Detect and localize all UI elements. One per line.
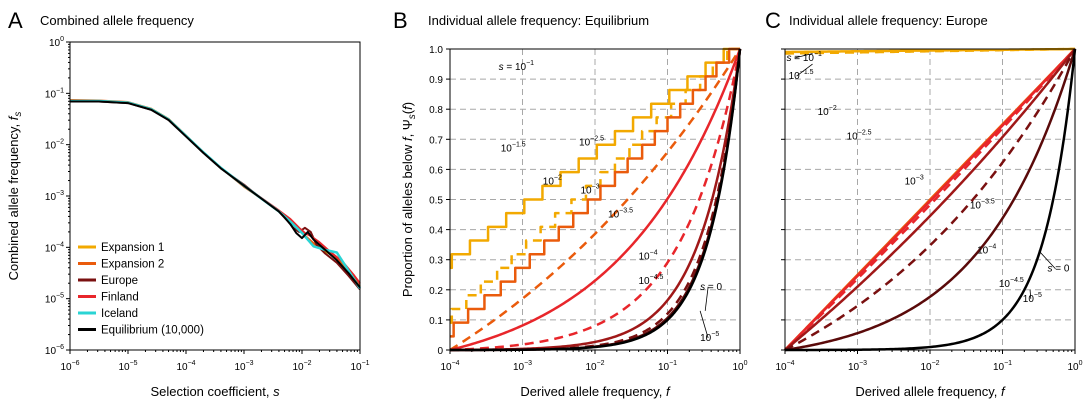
curve-annotation: s = 0 <box>1047 264 1069 275</box>
tick-label: 10−1 <box>45 87 64 100</box>
curve-annotation: 10−2.5 <box>847 129 872 142</box>
tick-label: 10−2 <box>292 360 311 373</box>
curve-annotation: 10−1.5 <box>789 69 814 82</box>
series-line <box>784 47 1076 55</box>
tick-label: 0.5 <box>429 196 443 207</box>
curve-annotation: 10−4 <box>639 250 658 263</box>
tick-label: 100 <box>732 360 747 373</box>
series-line <box>450 47 740 324</box>
annotation-leader <box>704 286 709 311</box>
curve-annotation: 10−1.5 <box>501 141 526 154</box>
curve-annotation: 10−2.5 <box>579 135 604 148</box>
curve-annotation: s = 0 <box>700 282 722 293</box>
curve-annotation: 10−4 <box>977 244 996 257</box>
tick-label: 10−3 <box>513 360 532 373</box>
legend-entry: Equilibrium (10,000) <box>101 325 204 337</box>
curve-annotation: 10−2 <box>543 174 562 187</box>
tick-label: 0.2 <box>429 286 443 297</box>
curve-annotation: 10−3.5 <box>970 199 995 212</box>
tick-label: 10−3 <box>45 190 64 203</box>
legend-entry: Expansion 1 <box>101 242 164 254</box>
panel-a: A Combined allele frequency 10−6 10−5 10−4 10… <box>6 8 370 399</box>
panel-c: C Individual allele frequency: Europe 10−4… <box>765 8 1083 399</box>
curve-annotation: 10−5 <box>700 331 719 344</box>
tick-label: 1.0 <box>429 45 443 56</box>
curve-annotation: 10−3.5 <box>608 208 633 221</box>
curve-annotation: s = 10−1 <box>499 60 535 73</box>
series-line <box>449 48 742 352</box>
series-line <box>784 48 1077 352</box>
series-line <box>450 47 740 270</box>
panel-letter: A <box>8 8 23 33</box>
panel-letter: C <box>765 8 781 33</box>
x-axis-label: Derived allele frequency, f <box>855 384 1006 399</box>
tick-label: 10−5 <box>118 360 137 373</box>
x-axis-label: Selection coefficient, s <box>150 384 280 399</box>
panel-title: Combined allele frequency <box>40 13 194 28</box>
curve-annotation: 10−2 <box>818 105 837 118</box>
tick-label: 10−4 <box>440 360 459 373</box>
tick-label: 10−6 <box>60 360 79 373</box>
tick-label: 10−2 <box>585 360 604 373</box>
tick-label: 10−6 <box>45 344 64 357</box>
y-axis-label: Proportion of alleles below f, Ψs(f) <box>400 102 418 297</box>
tick-label: 10−1 <box>350 360 369 373</box>
tick-label: 10−2 <box>920 360 939 373</box>
series-line <box>784 48 1076 351</box>
tick-label: 10−4 <box>176 360 195 373</box>
tick-label: 0.9 <box>429 75 443 86</box>
tick-label: 10−4 <box>775 360 794 373</box>
series-line <box>784 48 1076 351</box>
tick-label: 0.7 <box>429 135 443 146</box>
legend-entry: Expansion 2 <box>101 259 164 271</box>
annotation-leader <box>699 310 709 339</box>
tick-label: 0.6 <box>429 165 443 176</box>
tick-label: 10−1 <box>658 360 677 373</box>
tick-label: 10−5 <box>45 293 64 306</box>
tick-label: 10−3 <box>848 360 867 373</box>
annotation-leader <box>1038 250 1056 270</box>
tick-label: 0.3 <box>429 256 443 267</box>
legend: Expansion 1 Expansion 2 Europe Finland Icela… <box>78 242 204 337</box>
legend-entry: Iceland <box>101 308 138 320</box>
panel-b: B Individual allele frequency: Equilibriu… <box>393 8 748 399</box>
tick-label: 0.1 <box>429 316 443 327</box>
curve-annotation: 10−4.5 <box>999 277 1024 290</box>
curve-annotation: 10−5 <box>1023 292 1042 305</box>
tick-label: 10−4 <box>45 241 64 254</box>
series-line <box>70 100 361 288</box>
curve-annotation: s = 10−1 <box>786 51 822 64</box>
tick-label: 0.4 <box>429 226 443 237</box>
series-line <box>449 48 742 352</box>
tick-label: 0 <box>437 346 443 357</box>
tick-label: 100 <box>1067 360 1082 373</box>
curve-annotation: 10−4.5 <box>639 274 664 287</box>
curve-annotation: 10−3 <box>905 174 924 187</box>
y-axis-label: Combined allele frequency, fs <box>6 112 24 281</box>
legend-entry: Finland <box>101 292 139 304</box>
series-line <box>449 48 742 352</box>
series-line <box>784 48 1076 351</box>
tick-label: 10−1 <box>993 360 1012 373</box>
annotation-leader <box>796 63 813 77</box>
annotation-leader <box>794 53 813 59</box>
x-axis-label: Derived allele frequency, f <box>520 384 671 399</box>
panel-title: Individual allele frequency: Europe <box>789 13 988 28</box>
tick-label: 10−3 <box>234 360 253 373</box>
annotation-leader <box>1029 289 1032 299</box>
series-line <box>69 99 361 286</box>
panel-letter: B <box>393 8 408 33</box>
tick-label: 100 <box>49 36 64 49</box>
tick-label: 0.8 <box>429 105 443 116</box>
series-line <box>70 100 361 284</box>
legend-entry: Europe <box>101 275 138 287</box>
curve-annotation: 10−3 <box>581 183 600 196</box>
series-line <box>784 48 1077 352</box>
tick-label: 10−2 <box>45 139 64 152</box>
panel-title: Individual allele frequency: Equilibrium <box>428 13 649 28</box>
series-line <box>450 47 740 338</box>
plot-frame <box>69 41 361 351</box>
